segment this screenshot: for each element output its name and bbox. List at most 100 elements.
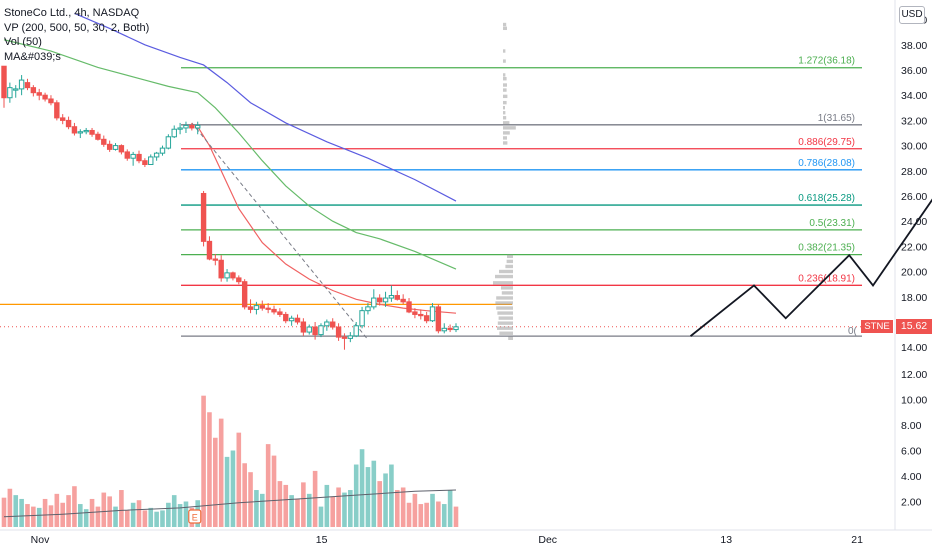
volume-profile-bar [503,26,507,31]
volume-profile-bar [503,59,506,63]
candle-body [218,259,224,279]
volume-bar [306,493,312,527]
earnings-marker[interactable] [188,509,202,524]
candle-body [30,87,37,94]
candle-body [318,325,324,336]
volume-profile-bar [497,311,513,315]
volume-bar [424,502,429,527]
volume-profile-bar [503,94,508,99]
price-tick-label: 14.00 [901,342,927,354]
candle-body [18,79,25,90]
volume-bar [48,505,54,527]
candle-body [453,326,459,331]
volume-bar [330,496,336,527]
volume-bar [166,502,171,527]
volume-bar [207,412,212,527]
candle-body [171,128,177,138]
candle-body [54,102,60,119]
ma-green-line[interactable] [3,39,457,270]
candle-body [423,315,430,322]
candle-body [300,321,307,333]
price-tick-label: 34.00 [901,90,927,102]
currency-unit-button[interactable]: USD [899,6,925,24]
price-tick-label: 32.00 [901,115,927,127]
volume-bar [394,490,400,527]
candle-body [60,117,66,121]
volume-bar [318,506,324,527]
volume-profile-bar [503,88,507,92]
candle-body [65,119,72,128]
volume-bar [54,493,60,527]
candle-body [124,151,130,159]
volume-bar [19,498,24,527]
volume-bar [242,463,247,527]
volume-bar [389,464,394,527]
candle-body [77,131,84,134]
volume-bar [418,504,424,527]
volume-ma-line [3,489,457,518]
volume-bar [383,473,388,527]
volume-bar [283,484,289,527]
volume-bar [312,470,318,527]
candle-body [247,306,254,310]
volume-profile-bar [508,336,513,340]
fib-level-label: 1.272(36.18) [798,56,855,67]
volume-profile-bar [503,111,506,115]
volume-bar [412,493,418,527]
volume-profile-bar [499,269,513,274]
time-tick-label: 13 [720,534,732,546]
candle-body [195,124,201,129]
volume-bar [218,418,224,527]
volume-profile-bar [503,141,508,145]
volume-profile-bar [493,281,513,285]
trend-dashed-line[interactable] [191,122,369,340]
candle-body [283,313,289,322]
volume-profile-bar [507,254,513,259]
volume-bar [160,510,165,527]
volume-bar [406,502,412,527]
candle-body [83,129,89,133]
volume-bar [353,464,359,527]
volume-bar [78,504,83,527]
legend-volume-profile[interactable]: VP (200, 500, 50, 30, 2, Both) [4,21,150,34]
volume-profile-bar [496,306,513,310]
volume-profile-bar [503,77,507,81]
volume-bar [213,437,218,527]
ma-red-line[interactable] [197,126,457,314]
volume-bar [400,487,406,527]
volume-bar [1,497,7,527]
projection-path[interactable] [689,125,932,337]
legend-volume[interactable]: Vol (50) [4,36,42,48]
candle-body [382,297,389,303]
volume-bar [289,495,294,527]
candle-body [230,272,236,279]
volume-bar [154,511,159,527]
volume-bar [348,490,353,527]
volume-bar [83,509,89,527]
candle-body [95,133,101,140]
candle-body [89,129,95,135]
volume-bar [324,484,330,527]
candle-body [42,94,48,100]
volume-profile-bar [495,301,513,305]
candle-body [312,326,318,336]
time-tick-label: 15 [316,534,328,546]
volume-bar [336,487,341,527]
candle-body [435,306,442,332]
candle-body [418,313,424,317]
candle-body [253,305,260,310]
symbol-tag: STNE [861,320,893,333]
volume-bar [7,488,13,527]
volume-profile-bar [496,296,513,300]
volume-bar [42,498,48,527]
volume-bar [377,481,382,527]
candle-body [236,277,242,283]
candle-body [130,153,136,159]
volume-bar [142,510,148,527]
volume-bar [271,455,277,527]
candle-body [200,192,207,242]
ma-blue-line[interactable] [74,12,457,202]
legend-moving-averages[interactable]: MA&#039;s [4,50,61,63]
candle-body [24,82,31,89]
